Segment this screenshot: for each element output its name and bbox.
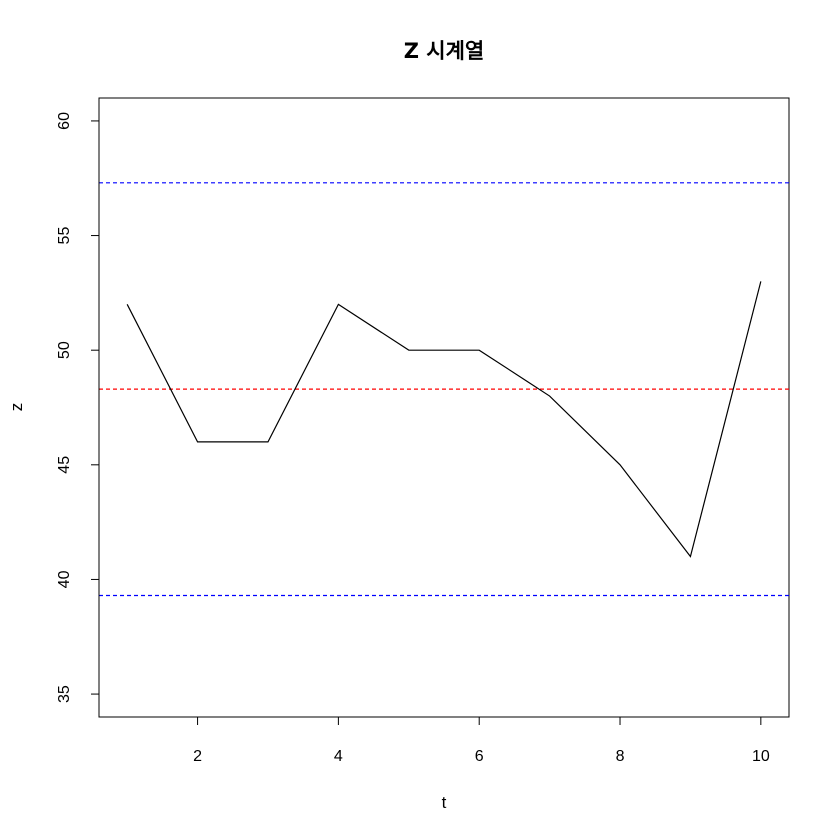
x-tick-label: 10	[752, 748, 770, 765]
plot-frame	[98, 97, 790, 718]
y-axis: 35 40 45 50 55 60	[56, 112, 100, 703]
series-layer	[126, 281, 762, 558]
y-tick-label: 55	[56, 227, 73, 245]
x-tick-label: 2	[193, 748, 202, 765]
series-line-0	[126, 281, 762, 558]
y-tick-label: 50	[56, 341, 73, 359]
x-axis-label: t	[442, 793, 447, 812]
x-tick-label: 4	[334, 748, 343, 765]
y-tick-label: 60	[56, 112, 73, 130]
x-tick-label: 8	[616, 748, 625, 765]
x-axis: 2 4 6 8 10	[193, 716, 770, 765]
y-axis-label: z	[7, 403, 26, 412]
x-tick-label: 6	[475, 748, 484, 765]
y-tick-label: 45	[56, 456, 73, 474]
y-tick-label: 40	[56, 570, 73, 588]
reference-lines	[99, 182, 789, 597]
chart-title: Z 시계열	[404, 39, 485, 63]
y-tick-label: 35	[56, 685, 73, 703]
